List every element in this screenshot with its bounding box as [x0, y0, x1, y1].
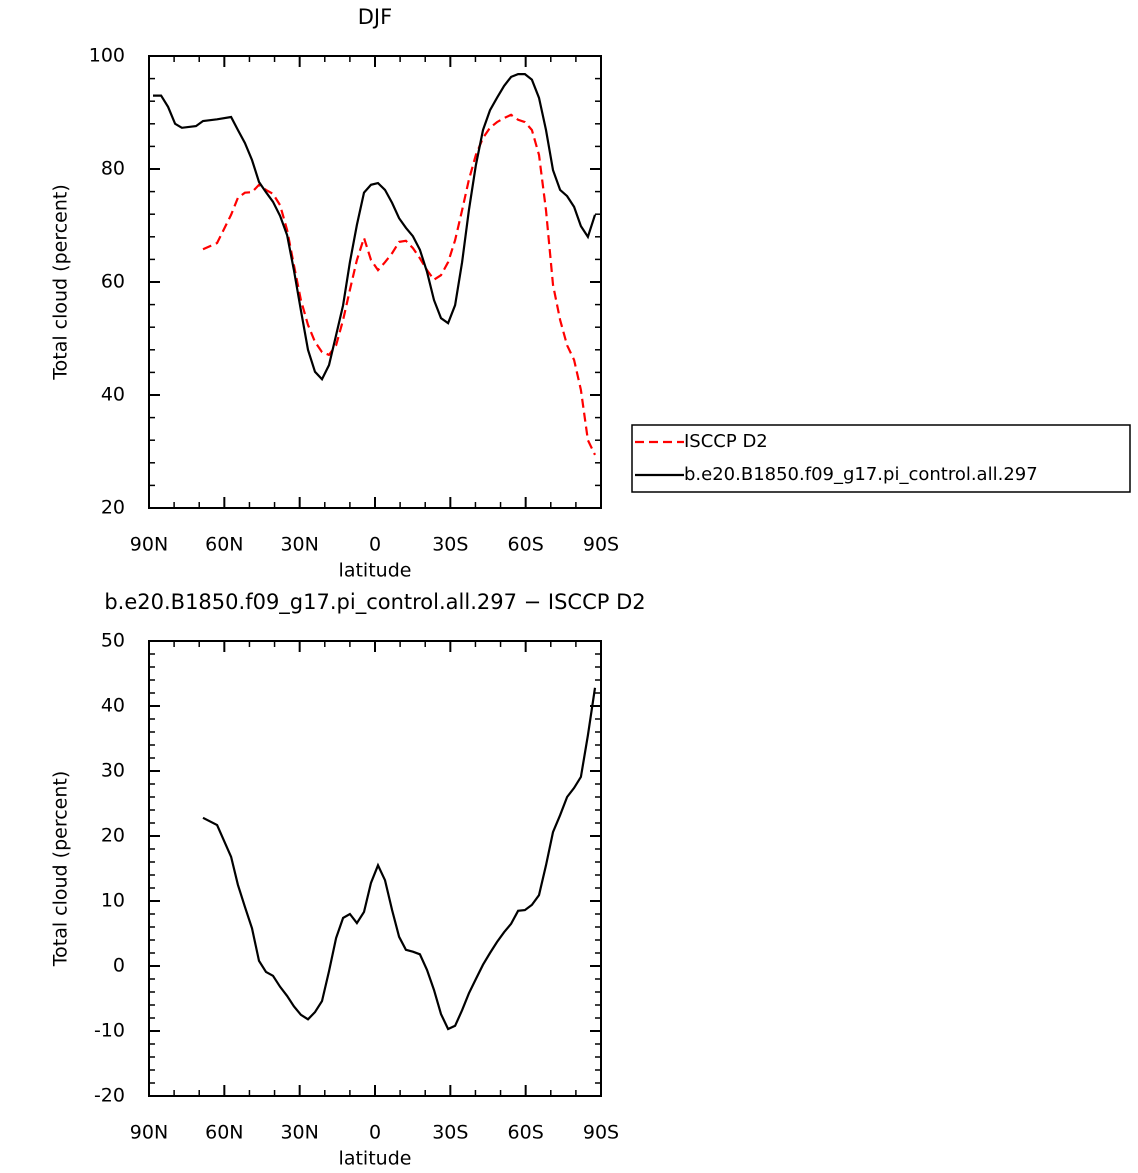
x-tick-label: 90N	[130, 534, 168, 556]
chart-title: b.e20.B1850.f09_g17.pi_control.all.297 −…	[104, 590, 645, 615]
y-tick-label: 30	[101, 760, 125, 782]
x-tick-label: 90N	[130, 1122, 168, 1144]
x-tick-label: 60N	[205, 534, 243, 556]
legend-label: b.e20.B1850.f09_g17.pi_control.all.297	[684, 464, 1038, 485]
y-tick-label: 50	[101, 630, 125, 652]
y-tick-label: 20	[101, 825, 125, 847]
x-tick-label: 30S	[432, 534, 468, 556]
x-tick-label: 60S	[508, 1122, 544, 1144]
plot-frame	[148, 55, 602, 509]
y-tick-label: 60	[101, 271, 125, 293]
x-axis-label: latitude	[339, 1148, 412, 1170]
y-tick-label: 40	[101, 695, 125, 717]
x-tick-label: 30N	[280, 534, 318, 556]
x-axis-label: latitude	[339, 560, 412, 582]
x-tick-label: 30S	[432, 1122, 468, 1144]
y-tick-label: 10	[101, 890, 125, 912]
y-axis-label: Total cloud (percent)	[50, 184, 72, 381]
x-tick-label: 0	[369, 1122, 381, 1144]
data-line	[153, 73, 597, 382]
y-tick-label: -20	[94, 1085, 125, 1107]
y-tick-label: 80	[101, 158, 125, 180]
legend-label: ISCCP D2	[684, 431, 768, 452]
data-line	[202, 113, 596, 456]
y-tick-label: 40	[101, 384, 125, 406]
y-tick-label: 100	[89, 45, 125, 67]
legend-box	[631, 424, 1131, 493]
x-tick-label: 90S	[583, 1122, 619, 1144]
y-tick-label: -10	[94, 1020, 125, 1042]
plot-frame	[148, 640, 602, 1097]
x-tick-label: 90S	[583, 534, 619, 556]
x-tick-label: 30N	[280, 1122, 318, 1144]
y-tick-label: 20	[101, 497, 125, 519]
x-tick-label: 0	[369, 534, 381, 556]
y-tick-label: 0	[113, 955, 125, 977]
data-line	[202, 687, 597, 1031]
x-tick-label: 60N	[205, 1122, 243, 1144]
y-axis-label: Total cloud (percent)	[50, 771, 72, 968]
x-tick-label: 60S	[508, 534, 544, 556]
chart-title: DJF	[358, 5, 392, 29]
